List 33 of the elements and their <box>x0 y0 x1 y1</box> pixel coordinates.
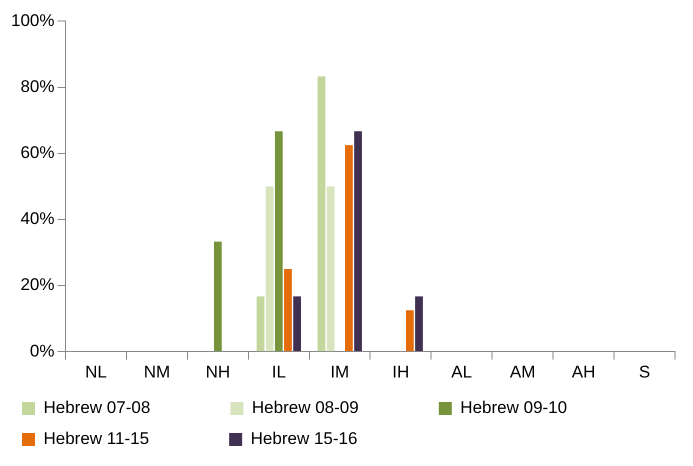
y-tick-label: 60% <box>20 143 54 162</box>
legend-label: Hebrew 07-08 <box>44 398 216 418</box>
y-tick-label: 80% <box>20 76 54 96</box>
x-tick-label: AM <box>510 362 536 382</box>
bar <box>284 269 292 352</box>
y-tick-label: 0% <box>30 341 54 360</box>
legend-label: Hebrew 11-15 <box>44 429 216 448</box>
x-tick-label: S <box>638 362 650 382</box>
y-tick-label: 100% <box>10 10 54 30</box>
bar <box>415 296 423 352</box>
x-tick-label: AL <box>451 362 472 382</box>
bar <box>345 145 353 352</box>
bar <box>406 310 414 352</box>
legend-label: Hebrew 15-16 <box>250 429 424 448</box>
bar <box>256 296 264 352</box>
legend-label: Hebrew 08-09 <box>252 398 425 418</box>
x-tick-label: NH <box>206 362 230 382</box>
bar <box>318 76 326 352</box>
bar <box>274 131 283 352</box>
legend-label: Hebrew 09-10 <box>460 398 634 418</box>
bar <box>326 186 335 352</box>
x-tick-label: IM <box>330 362 350 382</box>
y-tick-label: 20% <box>20 275 54 294</box>
x-tick-label: IH <box>392 362 410 382</box>
x-tick-label: AH <box>572 362 596 382</box>
bar <box>266 186 274 352</box>
y-tick-label: 40% <box>20 209 54 228</box>
bar <box>293 296 301 352</box>
x-tick-label: NM <box>144 362 170 382</box>
bar <box>214 242 222 352</box>
x-tick-label: NL <box>85 362 107 382</box>
x-tick-label: IL <box>272 362 286 382</box>
bar <box>354 131 362 352</box>
